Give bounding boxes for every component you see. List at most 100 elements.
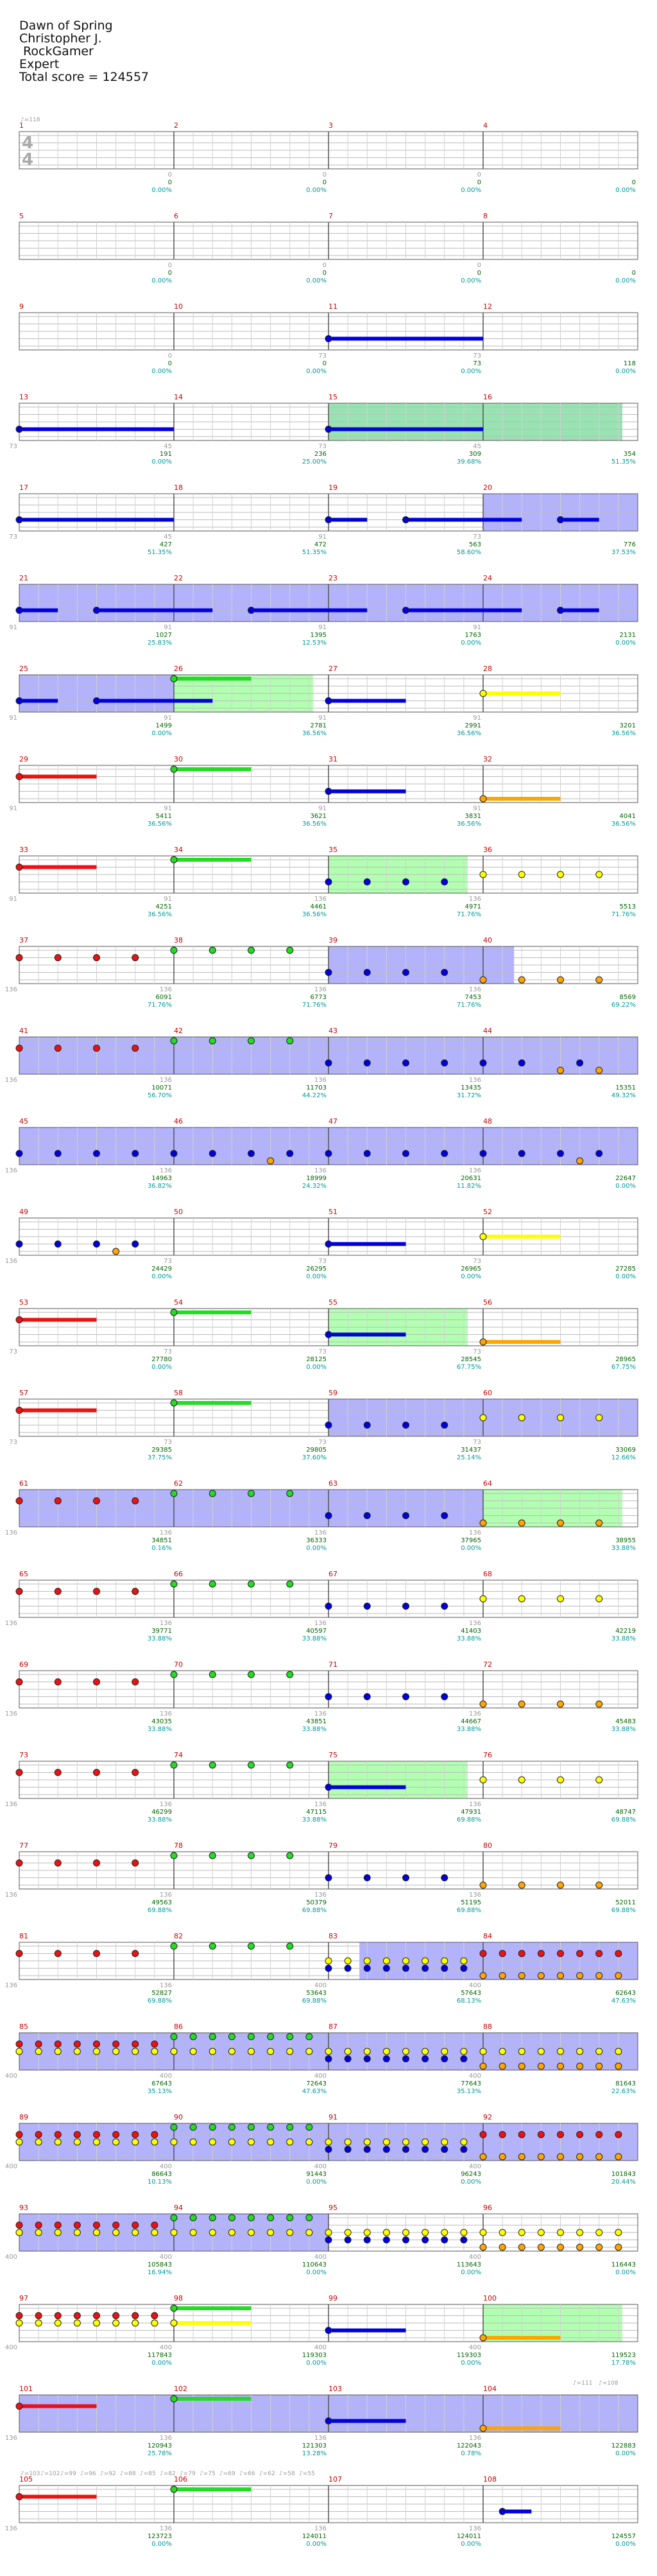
note-gem xyxy=(479,1414,487,1422)
multiplier-label: 400 xyxy=(314,2073,327,2080)
multiplier-label: 136 xyxy=(160,1892,172,1899)
note-gem xyxy=(35,2138,42,2146)
note-gem xyxy=(557,1595,564,1603)
sustain-bar xyxy=(19,1318,97,1322)
measure-percent: 0.00% xyxy=(461,2541,481,2548)
note-gem xyxy=(151,2138,158,2146)
measure-percent: 47.63% xyxy=(302,2088,327,2095)
note-gem xyxy=(54,2131,62,2138)
measure-number: 29 xyxy=(19,755,28,763)
measure-number: 72 xyxy=(483,1660,492,1669)
measure-number: 39 xyxy=(328,936,337,944)
measure-number: 104 xyxy=(483,2385,497,2393)
measure-number: 16 xyxy=(483,393,492,401)
note-gem xyxy=(576,2229,584,2236)
sustain-bar xyxy=(328,1332,406,1337)
note-gem xyxy=(35,2319,42,2327)
note-gem xyxy=(151,2222,158,2229)
measure-percent: 25.00% xyxy=(302,458,327,466)
measure-number: 51 xyxy=(328,1208,337,1216)
note-gem xyxy=(325,1874,332,1881)
note-gem xyxy=(557,2229,564,2236)
measure-score: 14963 xyxy=(151,1175,172,1182)
measure-score: 0 xyxy=(323,360,327,367)
note-gem xyxy=(382,1957,390,1965)
measure-number: 63 xyxy=(328,1479,337,1488)
measure-percent: 69.88% xyxy=(611,1907,636,1914)
note-gem xyxy=(248,2123,255,2131)
note-gem xyxy=(93,2131,100,2138)
song-title: Dawn of Spring xyxy=(19,19,113,33)
note-gem xyxy=(441,1512,448,1519)
multiplier-label: 73 xyxy=(473,1439,481,1446)
note-gem xyxy=(170,2123,178,2131)
sustain-bar xyxy=(328,1242,406,1246)
note-gem xyxy=(170,2229,178,2236)
note-gem xyxy=(402,2048,409,2055)
multiplier-label: 73 xyxy=(318,1348,327,1355)
measure-percent: 39.68% xyxy=(457,458,481,466)
note-gem xyxy=(132,2131,139,2138)
sustain-bar xyxy=(483,1235,561,1239)
sustain-bar xyxy=(328,518,368,522)
note-gem xyxy=(286,2214,294,2222)
multiplier-label: 91 xyxy=(318,624,327,631)
note-gem xyxy=(209,1942,216,1950)
note-gem xyxy=(228,2138,235,2146)
measure-percent: 0.00% xyxy=(306,2179,327,2186)
song-header: Dawn of Spring Christopher J. RockGamer … xyxy=(19,19,149,83)
sustain-bar xyxy=(483,797,561,801)
multiplier-label: 73 xyxy=(164,1439,172,1446)
note-gem xyxy=(112,2138,120,2146)
measure-score: 38955 xyxy=(615,1537,636,1544)
note-gem xyxy=(557,1519,564,1527)
measure-number: 21 xyxy=(19,574,28,582)
note-gem xyxy=(441,1957,448,1965)
measure-percent: 0.00% xyxy=(151,458,172,466)
measure-percent: 51.35% xyxy=(302,549,327,556)
measure-number: 56 xyxy=(483,1298,492,1307)
measure-percent: 0.00% xyxy=(306,277,327,284)
note-gem xyxy=(363,1603,371,1610)
note-gem xyxy=(595,1881,603,1889)
measure-number: 40 xyxy=(483,936,492,944)
tempo-marker: ♪=103 xyxy=(21,2471,40,2477)
measure-score: 91443 xyxy=(306,2171,327,2178)
measure-score: 472 xyxy=(314,541,327,548)
note-gem xyxy=(518,2229,525,2236)
measure-number: 45 xyxy=(19,1117,28,1126)
multiplier-label: 136 xyxy=(314,986,327,993)
measure-percent: 37.53% xyxy=(611,549,636,556)
measure-score: 123723 xyxy=(148,2533,172,2540)
measure-number: 44 xyxy=(483,1027,492,1035)
multiplier-label: 400 xyxy=(469,1982,481,1989)
sustain-bar xyxy=(19,518,174,522)
sustain-bar xyxy=(560,608,599,613)
note-gem xyxy=(54,2229,62,2236)
measure-score: 5411 xyxy=(156,813,172,820)
note-gem xyxy=(170,1490,178,1497)
measure-score: 121303 xyxy=(302,2442,327,2450)
multiplier-label: 91 xyxy=(473,805,481,812)
sustain-bar xyxy=(483,2336,561,2340)
note-gem xyxy=(441,878,448,885)
measure-percent: 0.00% xyxy=(151,2360,172,2367)
note-gem xyxy=(286,2048,294,2055)
note-gem xyxy=(615,2131,622,2138)
note-gem xyxy=(286,2033,294,2041)
measure-number: 17 xyxy=(19,483,28,492)
measure-score: 42219 xyxy=(615,1628,636,1635)
measure-score: 44667 xyxy=(461,1718,481,1725)
note-gem xyxy=(286,2229,294,2236)
note-gem xyxy=(382,1965,390,1972)
multiplier-label: 136 xyxy=(160,1710,172,1718)
note-gem xyxy=(325,2138,332,2146)
measure-score: 309 xyxy=(469,451,481,458)
note-gem xyxy=(170,2395,178,2403)
note-gem xyxy=(479,2243,487,2251)
measure-number: 80 xyxy=(483,1841,492,1850)
measure-percent: 0.00% xyxy=(151,730,172,737)
note-gem xyxy=(93,2312,100,2319)
note-gem xyxy=(595,1066,603,1074)
measure-score: 11703 xyxy=(306,1084,327,1092)
